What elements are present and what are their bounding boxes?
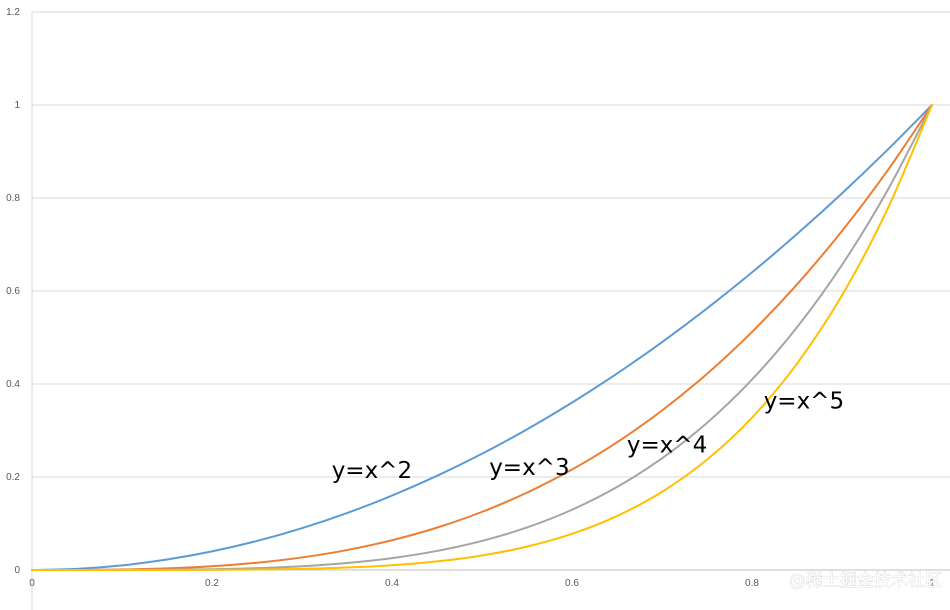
x-tick-label-2: 0.4 (385, 578, 399, 589)
y-tick-label-2: 0.4 (6, 379, 20, 390)
x-tick-label-3: 0.6 (565, 578, 579, 589)
series-annotation-2: y=x^4 (627, 432, 707, 458)
series-annotation-1: y=x^3 (489, 455, 569, 481)
y-tick-label-6: 1.2 (6, 7, 20, 18)
gridlines (32, 11, 950, 478)
x-tick-label-5: 1 (929, 578, 935, 589)
axes (31, 12, 950, 610)
series-annotation-3: y=x^5 (764, 388, 844, 414)
y-tick-label-0: 0 (14, 565, 20, 576)
y-tick-label-1: 0.2 (6, 472, 20, 483)
x-tick-label-1: 0.2 (205, 578, 219, 589)
series-lines (31, 104, 933, 572)
x-tick-label-0: 0 (29, 578, 35, 589)
y-tick-label-5: 1 (14, 100, 20, 111)
y-tick-label-4: 0.8 (6, 193, 20, 204)
watermark-text: @稀土掘金技术社区 (789, 571, 942, 591)
series-annotations: y=x^2 y=x^3 y=x^4 y=x^5 (332, 388, 844, 484)
series-line-1 (31, 104, 933, 571)
series-line-3 (31, 104, 933, 572)
series-annotation-0: y=x^2 (332, 458, 412, 484)
series-line-2 (31, 104, 933, 572)
x-tick-label-4: 0.8 (745, 578, 759, 589)
y-tick-label-3: 0.6 (6, 286, 20, 297)
tick-labels: 0 0.2 0.4 0.6 0.8 1 1.2 0 0.2 0.4 0.6 0.8 1 (6, 7, 935, 589)
series-line-0 (31, 104, 933, 571)
